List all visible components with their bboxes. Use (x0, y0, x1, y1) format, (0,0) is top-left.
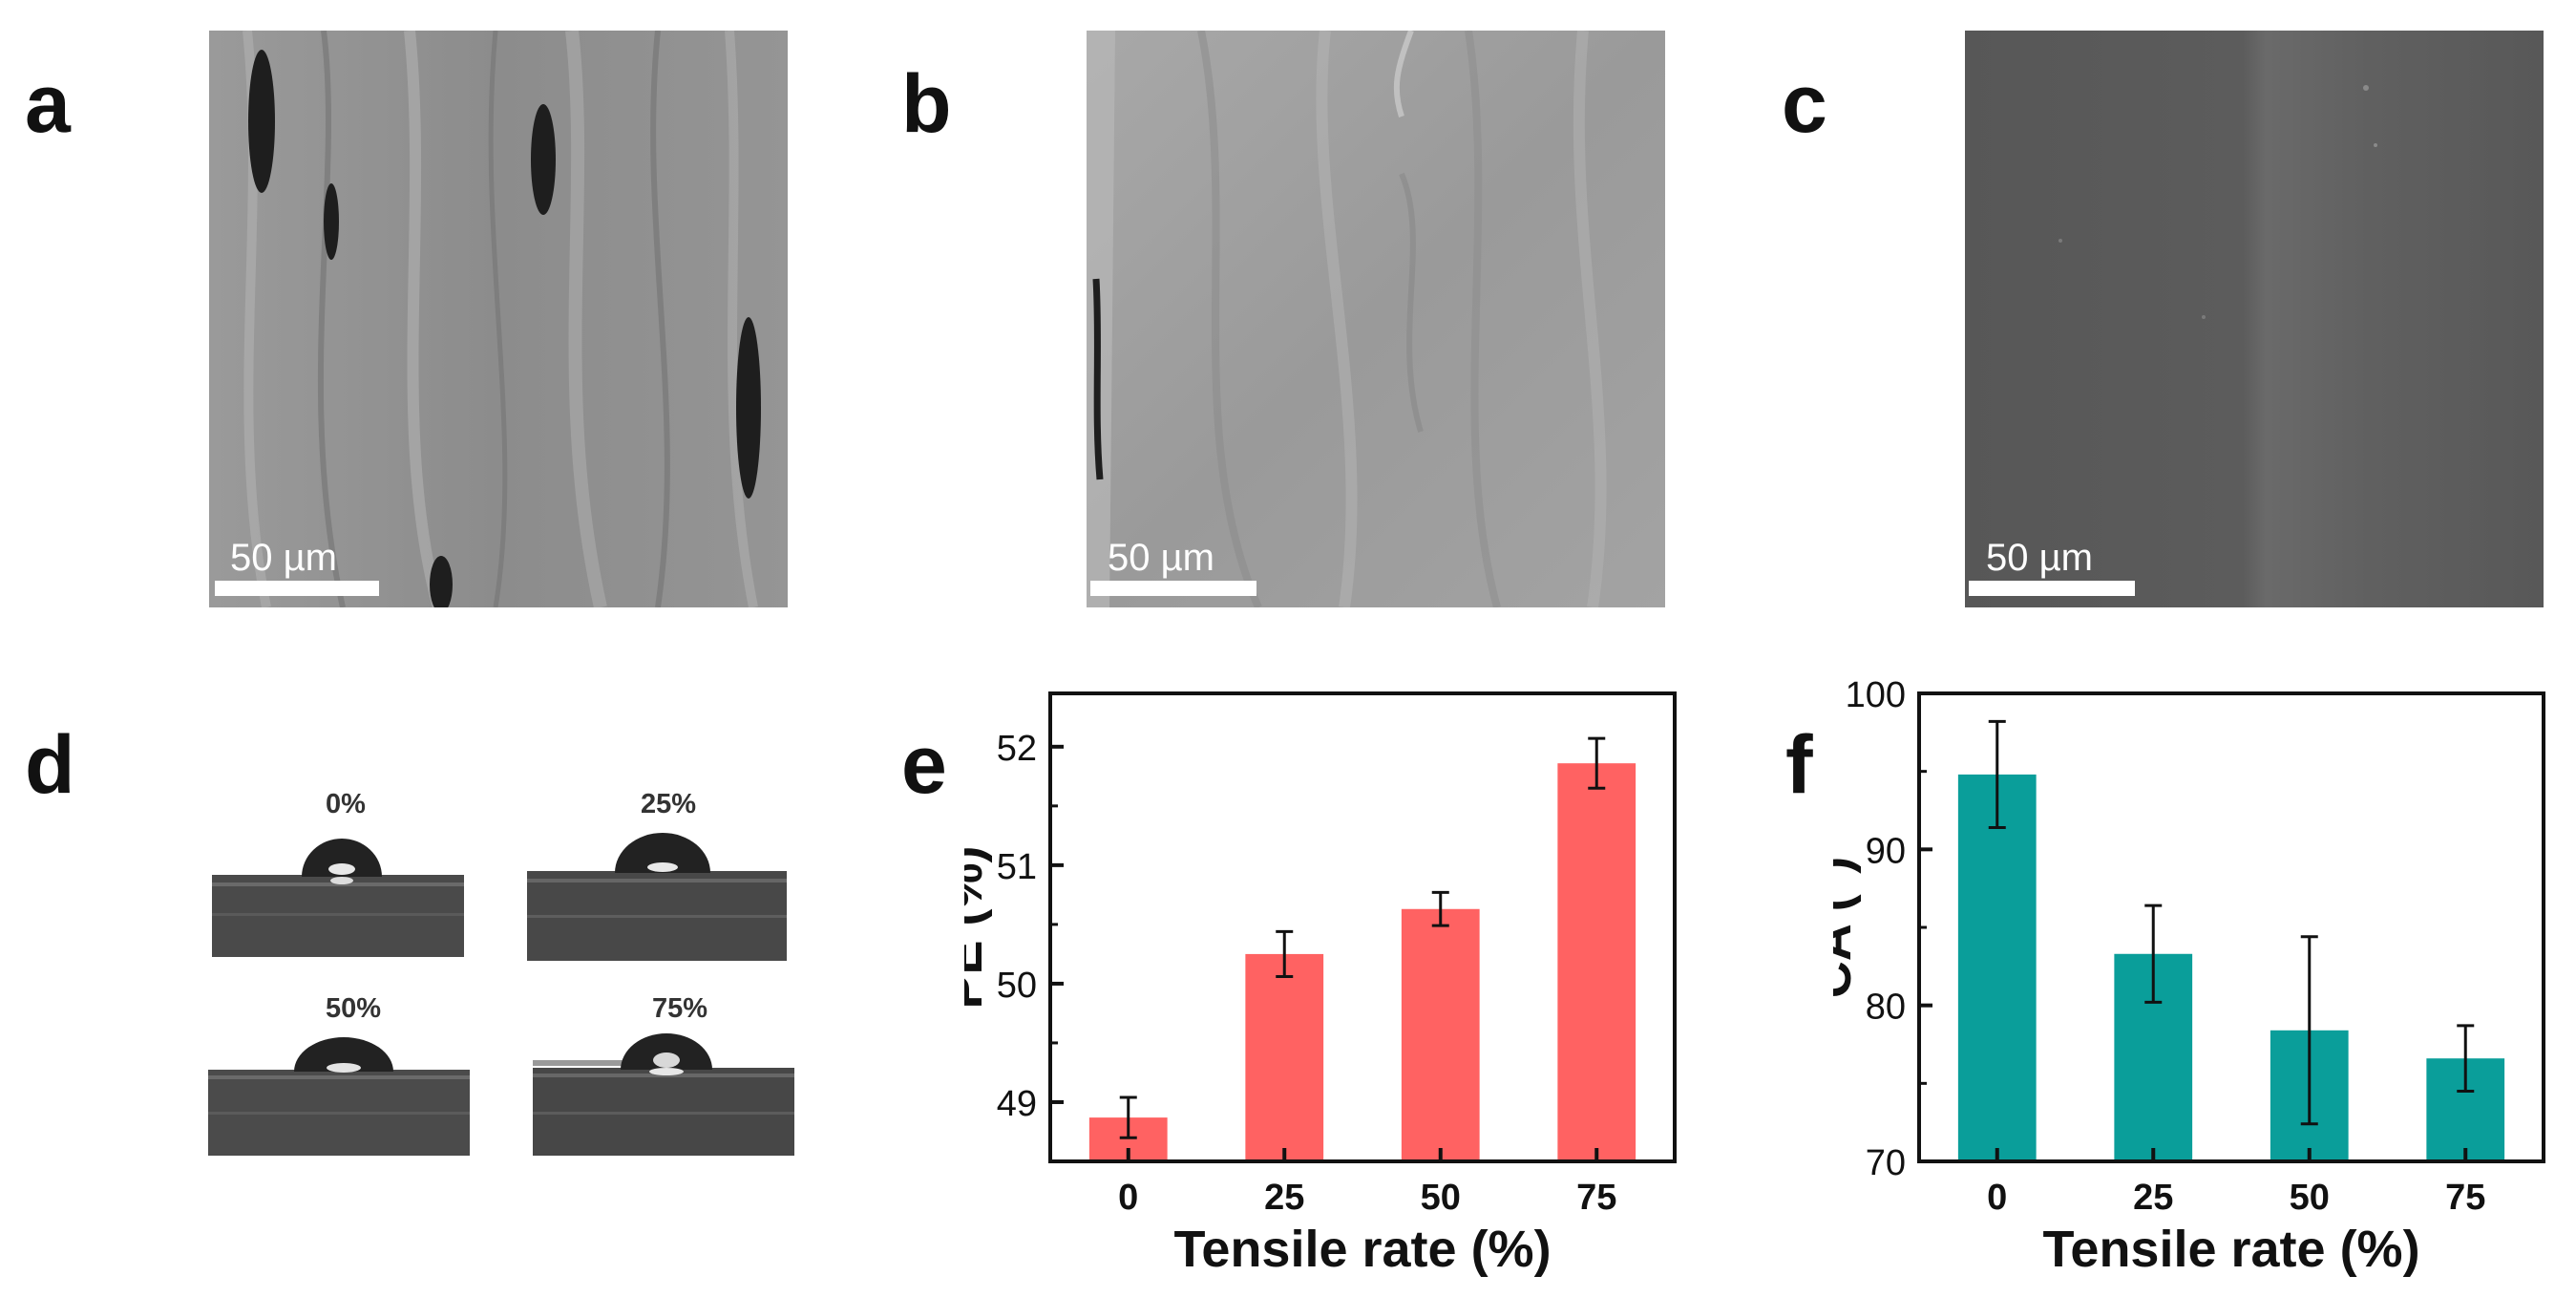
droplet-image-75 (533, 1031, 794, 1156)
x-tick-label-0: 0 (1987, 1178, 2007, 1218)
error-bar-50 (2300, 935, 2318, 1126)
droplet-label-50: 50% (325, 993, 382, 1024)
droplet-label-0: 0% (326, 789, 366, 819)
y-tick-label-49: 49 (997, 1084, 1037, 1124)
y-tick-label-100: 100 (1846, 675, 1906, 715)
sem-texture-b (1087, 31, 1665, 607)
x-axis-label: Tensile rate (%) (2042, 1221, 2419, 1278)
panel-letter-e: e (901, 719, 947, 811)
sem-texture-c (1965, 31, 2544, 607)
error-bar-25 (2144, 904, 2163, 1004)
bar-0 (1957, 774, 2037, 1161)
scale-bar-a (215, 581, 379, 596)
droplet-image-50 (208, 1031, 470, 1156)
panel-letter-c: c (1782, 58, 1827, 150)
x-tick-label-75: 75 (2445, 1178, 2485, 1218)
bar-75 (1557, 763, 1636, 1161)
y-tick-label-70: 70 (1866, 1143, 1906, 1183)
scale-bar-b (1090, 581, 1256, 596)
y-tick-label-52: 52 (997, 729, 1037, 769)
bar-25 (1245, 953, 1324, 1161)
scale-label-a: 50 µm (230, 537, 337, 579)
x-tick-label-0: 0 (1118, 1178, 1138, 1218)
panel-letter-d: d (25, 719, 75, 811)
panel-letter-b: b (901, 58, 952, 150)
sem-texture-a (209, 31, 788, 607)
plot-frame (1048, 691, 1677, 1163)
scale-label-c: 50 µm (1986, 537, 2093, 579)
droplet-label-75: 75% (651, 993, 708, 1024)
y-axis-label: PE (%) (964, 845, 993, 1009)
panel-letter-f: f (1785, 719, 1813, 811)
error-bar-25 (1276, 929, 1294, 978)
scale-bar-c (1969, 581, 2135, 596)
x-tick-label-25: 25 (1264, 1178, 1304, 1218)
y-tick-label-80: 80 (1866, 988, 1906, 1028)
x-tick-label-50: 50 (1421, 1178, 1461, 1218)
y-tick-label-90: 90 (1866, 831, 1906, 871)
x-tick-label-50: 50 (2290, 1178, 2330, 1218)
chart-f: 70 80 90 100 0 25 50 75 Tensile rate (%) CA (°) (1833, 675, 2545, 1278)
error-bar-50 (1431, 890, 1449, 927)
chart-e: 49 50 51 52 0 25 50 75 Tensile rate (%) PE (%) (964, 691, 1677, 1278)
y-axis-label: CA (°) (1833, 857, 1862, 999)
scale-label-b: 50 µm (1108, 537, 1214, 579)
error-bar-0 (1988, 719, 2006, 829)
sem-image-c: 50 µm (1965, 31, 2544, 607)
x-axis-label: Tensile rate (%) (1173, 1221, 1551, 1278)
y-tick-label-50: 50 (997, 966, 1037, 1006)
droplet-image-0 (212, 827, 464, 957)
droplet-label-25: 25% (640, 789, 697, 819)
panel-letter-a: a (25, 58, 71, 150)
x-tick-label-25: 25 (2133, 1178, 2173, 1218)
y-tick-label-51: 51 (997, 847, 1037, 887)
error-bar-75 (1588, 736, 1606, 790)
error-bar-75 (2457, 1024, 2475, 1093)
error-bar-0 (1119, 1095, 1137, 1139)
droplet-image-25 (527, 827, 787, 961)
sem-image-b: 50 µm (1087, 31, 1665, 607)
x-tick-label-75: 75 (1576, 1178, 1616, 1218)
bar-50 (1401, 908, 1480, 1161)
sem-image-a: 50 µm (209, 31, 788, 607)
